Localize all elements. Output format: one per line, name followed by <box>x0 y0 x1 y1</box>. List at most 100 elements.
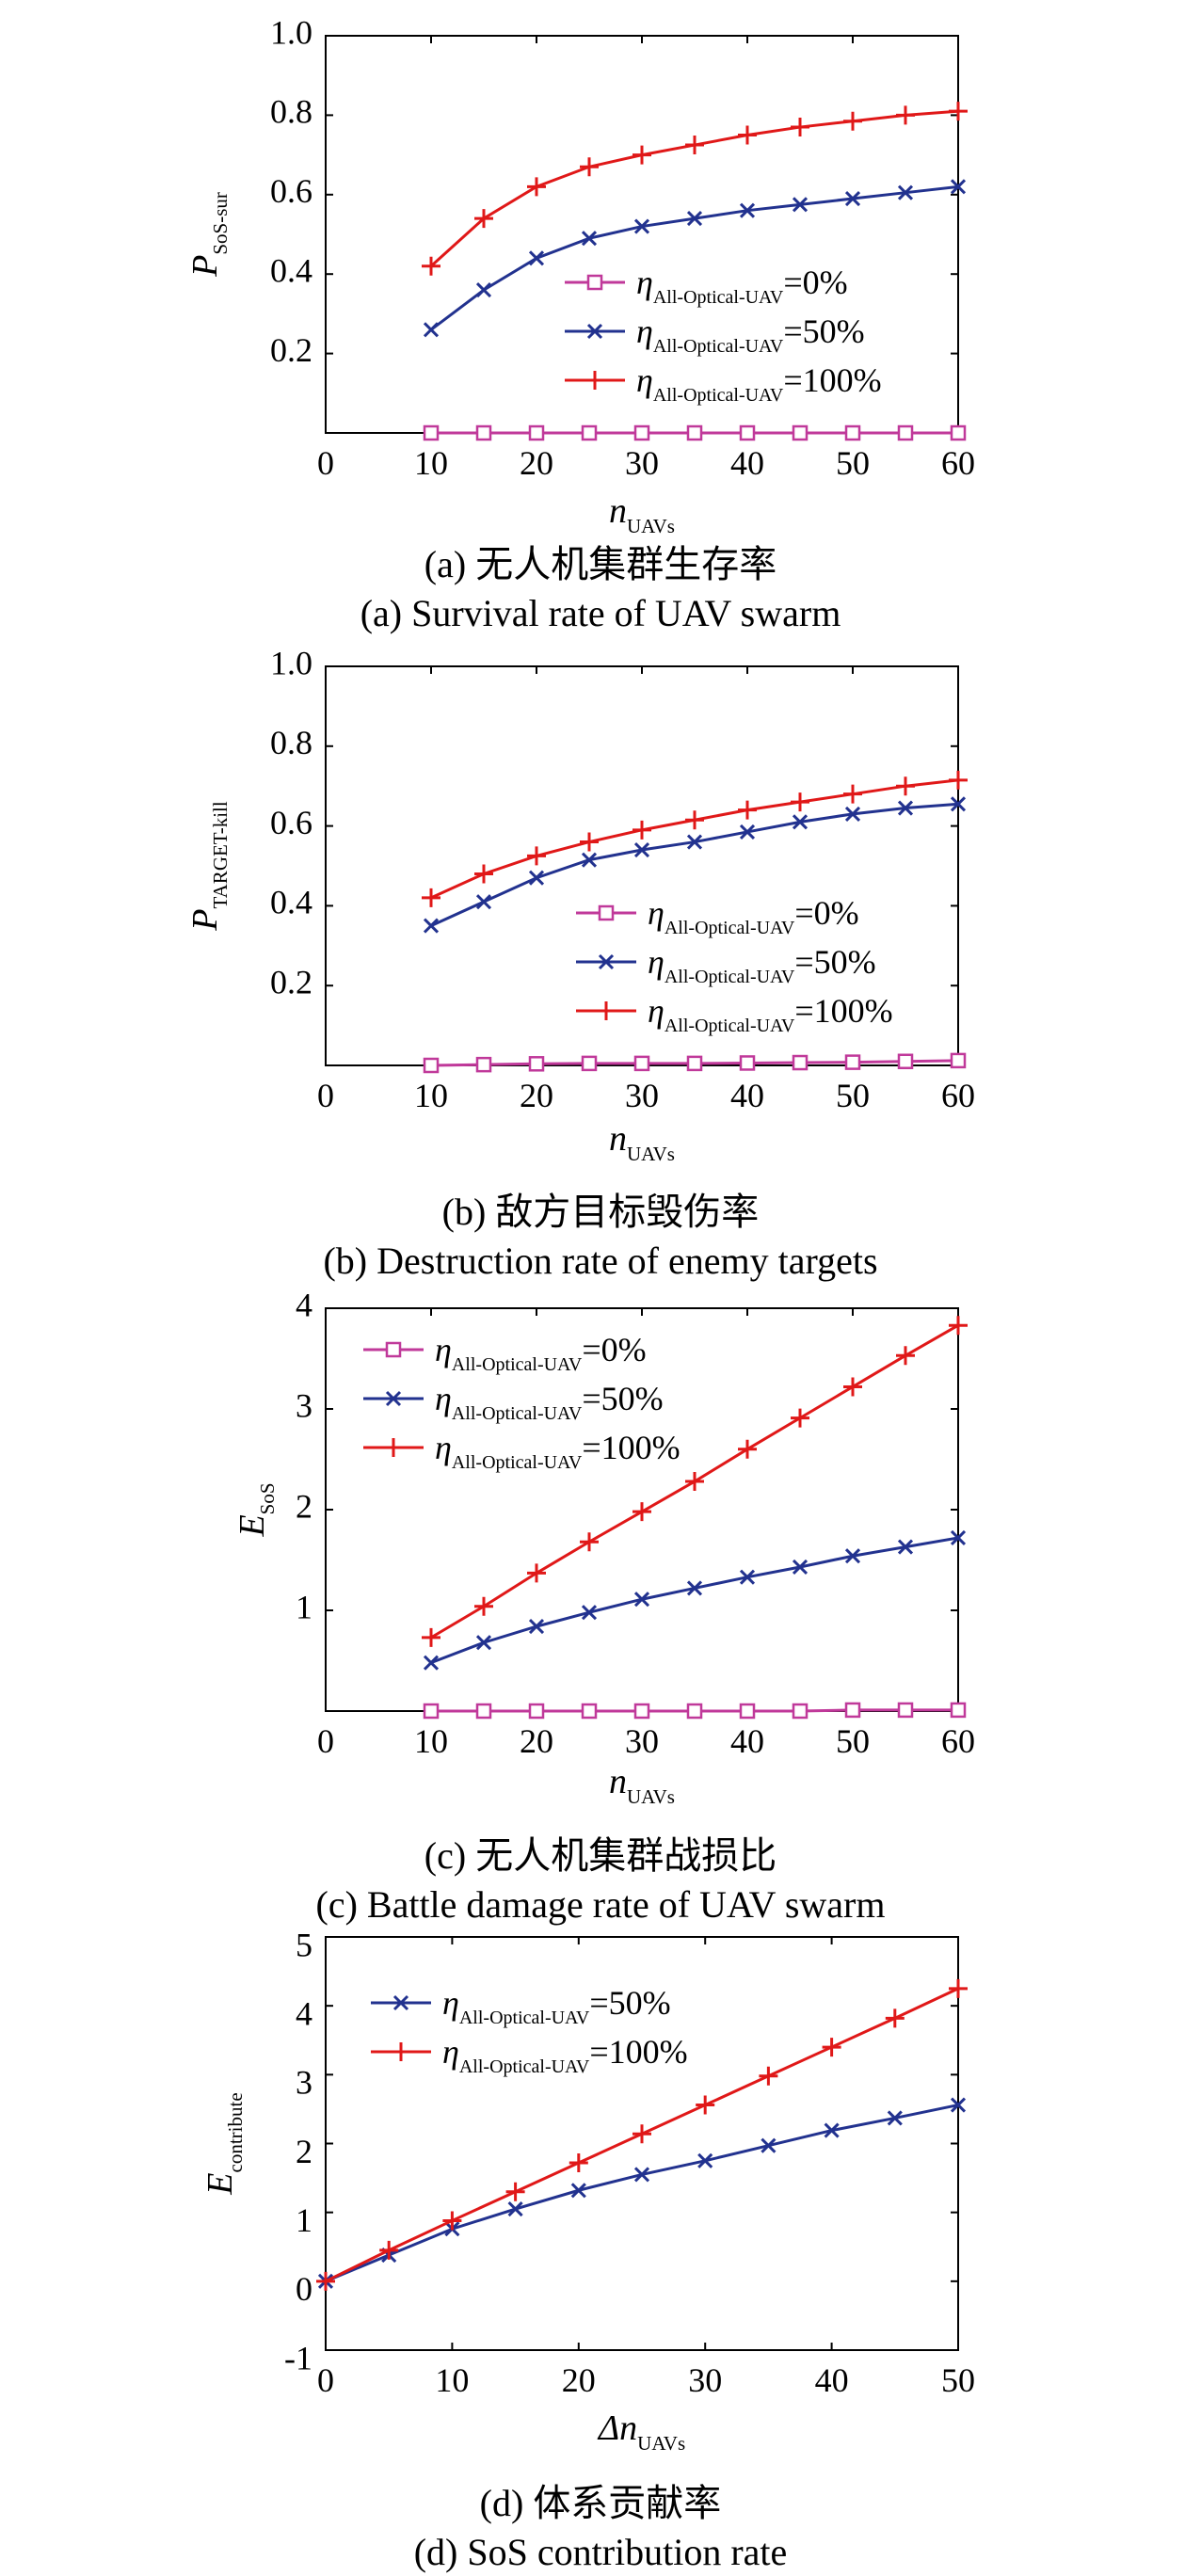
data-point <box>887 2110 903 2126</box>
data-point <box>633 1592 650 1608</box>
x-tick-label: 50 <box>941 2361 975 2399</box>
data-point <box>528 250 545 266</box>
data-point <box>581 424 598 441</box>
y-tick-label: 2 <box>296 2133 312 2170</box>
legend-label: ηAll-Optical-UAV=100% <box>442 2033 688 2077</box>
x-tick-label: 50 <box>836 1722 870 1760</box>
data-point <box>739 1569 756 1585</box>
data-point <box>527 1563 546 1583</box>
y-tick-label: 0.8 <box>270 93 312 131</box>
y-tick-label: 0.2 <box>270 963 312 1000</box>
data-point <box>950 796 967 812</box>
x-axis-label: nUAVs <box>609 1119 675 1165</box>
legend-label: ηAll-Optical-UAV=0% <box>648 894 859 938</box>
chart-panel-2: 0 10 20 30 40 50 60 1 2 3 4 ESoS nUAVs ηAll-Optical-U… <box>232 1286 975 1808</box>
data-point <box>843 1377 862 1397</box>
legend-marker <box>598 953 615 970</box>
data-point <box>633 218 650 234</box>
data-point <box>581 1055 598 1072</box>
data-point <box>423 918 440 934</box>
data-point <box>950 179 967 195</box>
x-tick-label: 60 <box>941 444 975 482</box>
data-point <box>581 1703 598 1720</box>
x-tick-label: 0 <box>317 2361 334 2399</box>
y-axis-label: PTARGET-kill <box>185 801 232 932</box>
data-point <box>474 209 493 229</box>
data-point <box>423 322 440 338</box>
data-point <box>897 1539 914 1555</box>
data-point <box>950 2097 967 2113</box>
data-point <box>581 1605 598 1621</box>
legend-marker <box>392 2042 410 2061</box>
x-tick-label: 20 <box>520 444 553 482</box>
data-point <box>897 424 914 441</box>
x-tick-label: 20 <box>520 1077 553 1114</box>
data-point <box>696 2095 715 2115</box>
data-point <box>686 211 703 227</box>
legend-marker <box>597 1001 616 1020</box>
data-point <box>685 1472 704 1492</box>
x-tick-label: 10 <box>435 2361 469 2399</box>
data-point <box>950 424 967 441</box>
data-point <box>505 2182 525 2201</box>
x-tick-label: 50 <box>836 444 870 482</box>
y-tick-label: -1 <box>284 2339 312 2376</box>
y-tick-label: 1.0 <box>270 13 312 51</box>
data-point <box>633 1502 651 1522</box>
data-point <box>792 1054 809 1071</box>
data-point <box>738 800 757 820</box>
x-tick-label: 40 <box>730 1722 764 1760</box>
legend-marker <box>384 1438 403 1457</box>
data-point <box>844 1548 861 1564</box>
legend-marker <box>392 1994 409 2011</box>
data-point <box>843 784 862 804</box>
x-tick-label: 0 <box>317 444 334 482</box>
data-point <box>379 2240 399 2260</box>
data-point <box>475 894 492 910</box>
caption-b-cn: (b) 敌方目标毁伤率 <box>441 1191 760 1233</box>
caption-d-en: (d) SoS contribution rate <box>413 2531 788 2573</box>
legend-marker <box>586 323 603 340</box>
data-point <box>633 424 650 441</box>
data-point <box>897 1702 914 1719</box>
y-tick-label: 5 <box>296 1926 312 1963</box>
data-point <box>739 824 756 840</box>
legend-label: ηAll-Optical-UAV=50% <box>442 1984 671 2028</box>
data-point <box>528 1056 545 1072</box>
data-point <box>738 125 757 145</box>
caption-a-en: (a) Survival rate of UAV swarm <box>360 592 841 634</box>
data-point <box>792 1703 809 1720</box>
legend-label: ηAll-Optical-UAV=50% <box>648 943 876 987</box>
y-tick-label: 0.6 <box>270 804 312 841</box>
legend-marker <box>586 274 603 291</box>
data-point <box>570 2183 586 2199</box>
x-tick-label: 20 <box>520 1722 553 1760</box>
data-point <box>528 1619 545 1635</box>
x-tick-label: 60 <box>941 1077 975 1114</box>
y-axis-label: PSoS-sur <box>185 192 232 278</box>
legend-label: ηAll-Optical-UAV=100% <box>435 1429 681 1473</box>
y-tick-label: 3 <box>296 2064 312 2102</box>
legend-label: ηAll-Optical-UAV=50% <box>435 1380 664 1424</box>
data-point <box>580 1532 599 1552</box>
x-tick-label: 10 <box>414 1722 448 1760</box>
y-tick-label: 3 <box>296 1386 312 1424</box>
series-line-1 <box>430 1536 959 1665</box>
data-point <box>897 800 914 816</box>
x-tick-label: 10 <box>414 444 448 482</box>
x-tick-label: 60 <box>941 1722 975 1760</box>
data-point <box>423 424 440 441</box>
data-point <box>739 1703 756 1720</box>
data-point <box>633 2167 650 2183</box>
data-point <box>697 2152 713 2168</box>
data-point <box>949 1316 968 1336</box>
x-tick-label: 30 <box>688 2361 722 2399</box>
data-point <box>844 1054 861 1070</box>
series-line-2 <box>430 778 959 900</box>
data-point <box>475 1056 492 1073</box>
legend-marker <box>385 1341 402 1358</box>
data-point <box>791 1408 809 1428</box>
data-point <box>739 424 756 441</box>
data-point <box>896 1346 915 1366</box>
data-point <box>791 118 809 137</box>
